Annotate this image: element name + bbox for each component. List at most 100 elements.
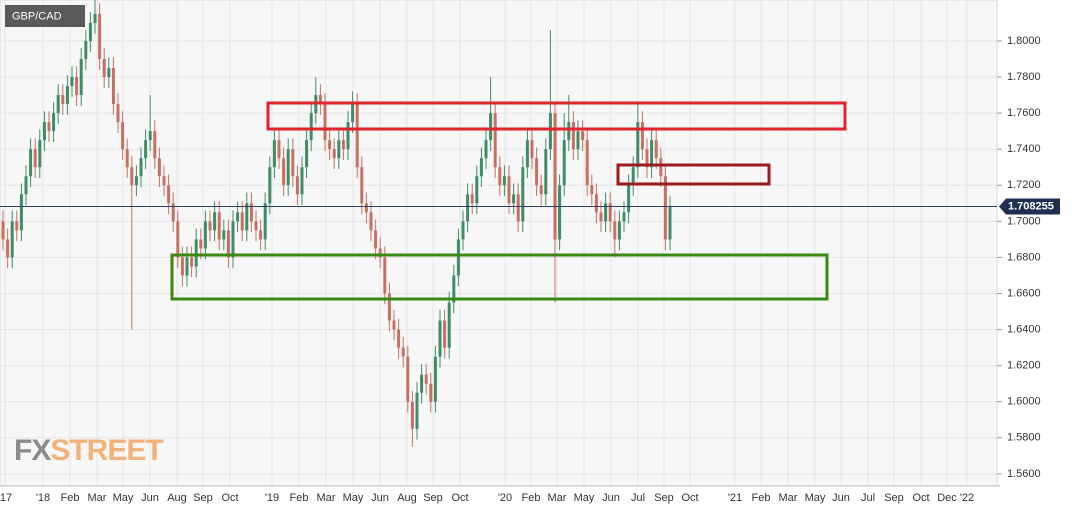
candle-body (286, 149, 290, 186)
candle-body (498, 167, 502, 186)
x-tick-label: Jun (141, 492, 159, 504)
y-tick-label: 1.6800 (1007, 251, 1041, 263)
candle-body (268, 167, 272, 204)
candle-body (576, 131, 580, 150)
resistance-box-small (616, 163, 771, 186)
candle-body (558, 185, 562, 240)
candle-body (56, 95, 60, 114)
resistance-box (266, 101, 847, 131)
candle-body (512, 194, 516, 204)
candle-body (332, 149, 336, 159)
candle-body (282, 158, 286, 186)
candle-body (378, 248, 382, 258)
candle-body (185, 257, 189, 276)
candle-body (562, 140, 566, 186)
watermark-fx: FX (14, 434, 51, 467)
candle-body (245, 203, 249, 231)
y-tick-label: 1.5800 (1007, 432, 1041, 444)
candle-body (502, 176, 506, 186)
candle-body (121, 122, 125, 150)
candle-body (291, 149, 295, 177)
candle-body (507, 176, 511, 204)
candle-body (433, 356, 437, 402)
candle-body (374, 230, 378, 249)
x-tick-label: '17 (0, 492, 12, 504)
candle-body (190, 257, 194, 267)
candle-body (6, 239, 10, 258)
x-tick-label: '22 (960, 492, 974, 504)
watermark-street: STREET (50, 434, 163, 467)
candle-body (410, 401, 414, 429)
candle-body (470, 194, 474, 204)
x-tick-label: May (805, 492, 826, 504)
x-tick-label: Sep (654, 492, 674, 504)
candle-body (75, 77, 79, 96)
candle-body (93, 13, 97, 23)
candle-body (341, 140, 345, 150)
candles (1, 0, 672, 447)
candle-body (240, 212, 244, 231)
y-tick-label: 1.6400 (1007, 323, 1041, 335)
candle-body (397, 329, 401, 348)
candle-body (364, 203, 368, 213)
candle-body (424, 374, 428, 384)
candle-body (346, 122, 350, 150)
y-tick-label: 1.7200 (1007, 179, 1041, 191)
candle-body (272, 140, 276, 168)
candle-body (627, 185, 631, 213)
candle-body (217, 212, 221, 240)
y-tick-label: 1.7400 (1007, 143, 1041, 155)
symbol-label: GBP/CAD (12, 10, 62, 22)
candle-body (415, 392, 419, 429)
candle-body (585, 140, 589, 186)
candle-body (383, 257, 387, 294)
x-tick-label: Feb (752, 492, 771, 504)
x-tick-label: Feb (522, 492, 541, 504)
candle-body (19, 194, 23, 231)
candle-body (167, 185, 171, 204)
candle-body (157, 158, 161, 177)
candle-body (180, 257, 184, 276)
candle-body (521, 167, 525, 222)
candle-body (553, 113, 557, 240)
candle-body (548, 113, 552, 150)
candle-body (107, 68, 111, 78)
candle-body (567, 122, 571, 141)
candle-body (29, 149, 33, 177)
candle-body (387, 293, 391, 321)
x-tick-label: Feb (290, 492, 309, 504)
candle-body (530, 140, 534, 159)
candle-body (139, 158, 143, 177)
x-tick-label: Mar (88, 492, 107, 504)
candle-body (130, 167, 134, 186)
x-tick-label: Mar (779, 492, 798, 504)
x-tick-label: Sep (423, 492, 443, 504)
x-tick-label: May (343, 492, 364, 504)
x-tick-label: Jul (861, 492, 875, 504)
candle-body (208, 221, 212, 231)
candle-body (544, 149, 548, 195)
candle-body (461, 221, 465, 240)
support-box (170, 253, 829, 301)
candle-body (636, 122, 640, 168)
candle-body (65, 86, 69, 105)
x-tick-label: Jun (832, 492, 850, 504)
y-tick-label: 1.6600 (1007, 287, 1041, 299)
candle-body (663, 176, 667, 240)
x-tick-label: May (574, 492, 595, 504)
candle-body (213, 212, 217, 231)
candle-body (199, 239, 203, 249)
last-price-tag (999, 198, 1060, 215)
x-tick-label: Sep (884, 492, 904, 504)
candle-body (176, 221, 180, 258)
candle-body (369, 212, 373, 231)
y-tick-label: 1.8000 (1007, 35, 1041, 47)
x-tick-label: Aug (397, 492, 417, 504)
x-tick-label: Jul (631, 492, 645, 504)
candle-body (337, 140, 341, 159)
x-tick-label: '18 (36, 492, 50, 504)
candle-body (249, 203, 253, 222)
candle-body (38, 140, 42, 168)
candle-body (581, 131, 585, 141)
candle-body (52, 113, 56, 132)
